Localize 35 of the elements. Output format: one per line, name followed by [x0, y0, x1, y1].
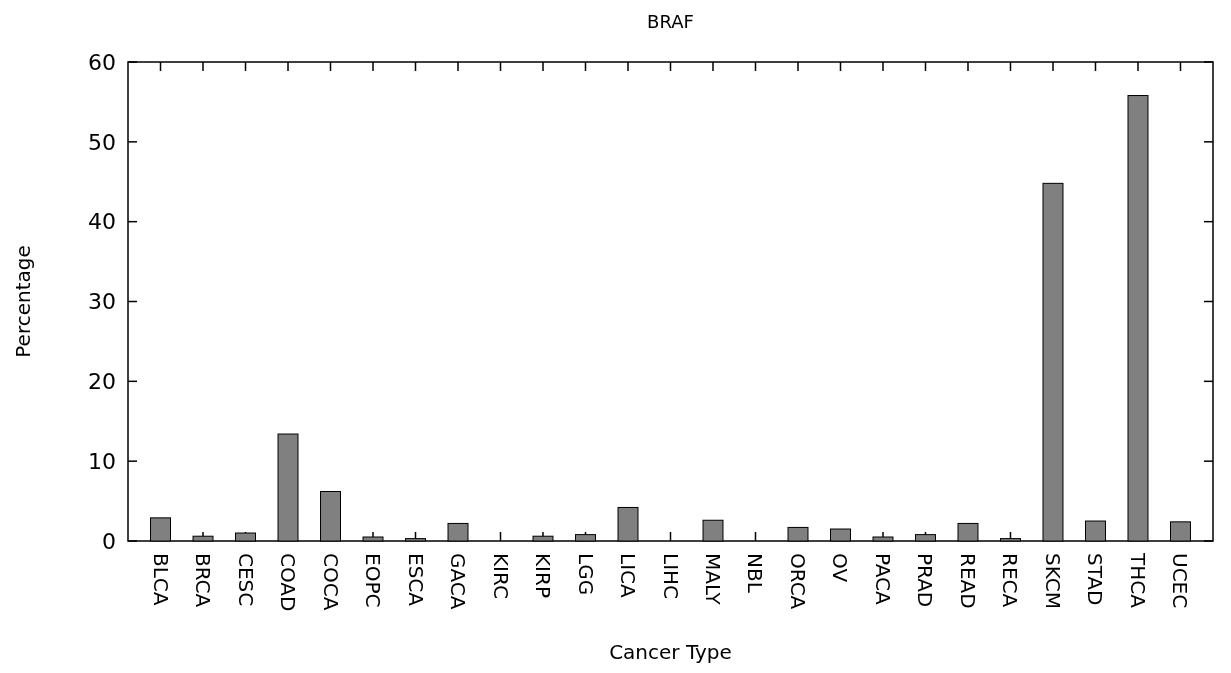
x-tick-label: COAD: [276, 553, 301, 612]
x-tick-label: BLCA: [148, 553, 173, 606]
x-tick-label: GACA: [446, 553, 470, 610]
x-tick-label: STAD: [1083, 553, 1108, 606]
x-axis-title: Cancer Type: [609, 640, 732, 664]
x-tick-label: KIRP: [531, 553, 555, 598]
x-tick-label: RECA: [998, 553, 1023, 608]
y-axis-title: Percentage: [11, 245, 35, 358]
y-tick-label: 20: [88, 369, 116, 395]
x-tick-label: ORCA: [786, 553, 810, 610]
x-tick-label: CESC: [233, 553, 258, 607]
chart-title: BRAF: [647, 11, 694, 32]
x-tick-label: LIHC: [658, 553, 683, 600]
x-tick-label: EOPC: [361, 553, 386, 608]
x-tick-label: SKCM: [1040, 553, 1065, 609]
x-tick-label: KIRC: [488, 553, 513, 599]
x-tick-label: NBL: [743, 553, 768, 594]
x-tick-label: PACA: [871, 553, 895, 606]
y-tick-label: 40: [88, 209, 116, 235]
y-tick-label: 0: [102, 528, 116, 554]
x-tick-label: COCA: [318, 553, 343, 611]
x-tick-label: LGG: [573, 553, 598, 596]
x-tick-label: LICA: [616, 553, 640, 599]
x-tick-label: UCEC: [1168, 553, 1193, 609]
y-tick-label: 50: [88, 129, 116, 155]
y-tick-label: 30: [88, 289, 116, 315]
y-tick-label: 10: [88, 448, 116, 474]
y-tick-label: 60: [88, 49, 116, 75]
x-tick-label: BRCA: [191, 553, 216, 608]
x-tick-label: MALY: [701, 553, 725, 606]
x-tick-label: PRAD: [913, 553, 938, 608]
x-tick-label: ESCA: [403, 553, 428, 607]
x-tick-label: READ: [955, 553, 980, 609]
x-tick-label: THCA: [1125, 552, 1150, 609]
x-tick-label: OV: [828, 553, 853, 583]
